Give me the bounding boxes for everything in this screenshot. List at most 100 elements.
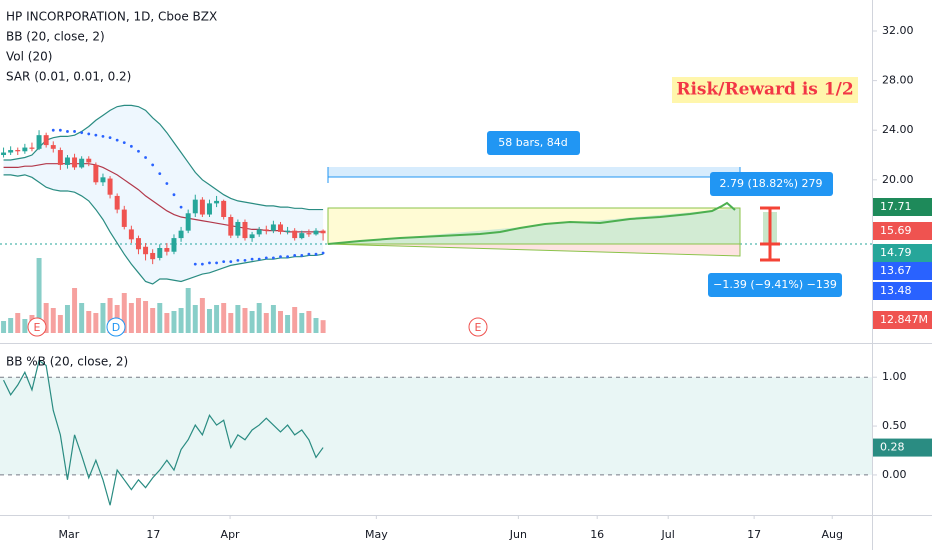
candle-body <box>36 135 42 149</box>
volume-bar <box>135 298 141 333</box>
sar-dot <box>222 260 226 264</box>
bb-line <box>3 104 324 211</box>
indicator-legend: Vol (20) <box>6 50 52 64</box>
bb-line <box>3 174 324 285</box>
volume-bar <box>221 303 227 333</box>
volume-bar <box>171 311 177 333</box>
candle-body <box>72 157 78 168</box>
volume-bar <box>214 305 220 333</box>
price-label-box <box>873 282 932 300</box>
sar-dot <box>236 259 240 262</box>
sar-dot <box>122 141 126 145</box>
candle-body <box>171 238 177 252</box>
sar-dot <box>66 130 69 133</box>
volume-bar <box>43 303 49 333</box>
y-tick-label: 28.00 <box>882 74 914 87</box>
annotation: Risk/Reward is 1/2 <box>676 80 853 100</box>
price-label-box <box>873 311 932 329</box>
volume-bar <box>270 305 276 333</box>
candle-body <box>320 230 326 234</box>
sar-dot <box>101 135 105 138</box>
volume-bar <box>313 318 319 333</box>
sar-dot <box>80 131 84 135</box>
price-label: 13.48 <box>880 284 912 297</box>
forecast-line <box>327 201 736 245</box>
volume-bar <box>320 320 326 333</box>
event-label: E <box>34 321 41 334</box>
sar-dot <box>87 132 91 136</box>
y-tick-label: 32.00 <box>882 24 914 37</box>
candle-body <box>164 248 170 252</box>
y-tick-label: 0.00 <box>882 468 907 481</box>
volume-bar <box>185 288 191 333</box>
sar-dot <box>264 256 268 260</box>
event-marker <box>468 317 488 337</box>
candle-body <box>121 209 127 227</box>
volume-bar <box>57 315 63 333</box>
volume-bar <box>36 258 42 333</box>
sar-dot <box>172 193 176 197</box>
candle-body <box>221 200 227 218</box>
candle-body <box>114 195 120 210</box>
sar-dot <box>314 252 318 256</box>
candle-body <box>249 234 255 239</box>
y-tick-label: 20.00 <box>882 173 914 186</box>
value-label: 0.28 <box>880 441 905 454</box>
sar-dot <box>300 254 304 257</box>
volume-bar <box>292 307 298 333</box>
candle-body <box>292 230 298 239</box>
bb-pb-line <box>3 359 324 506</box>
volume-bar <box>93 313 99 333</box>
sar-dot <box>129 144 133 148</box>
candle-body <box>313 230 319 235</box>
sar-dot <box>165 182 169 185</box>
sar-dot <box>179 205 183 209</box>
candle-body <box>192 199 198 214</box>
sar-dot <box>321 251 325 255</box>
candle-body <box>100 177 106 183</box>
candle-body <box>185 213 191 231</box>
price-label: 14.79 <box>880 246 912 259</box>
candle-body <box>214 200 220 204</box>
candle-body <box>278 224 283 232</box>
loss-box <box>708 273 842 297</box>
range-label: 58 bars, 84d <box>498 136 567 149</box>
sar-dot <box>307 252 311 256</box>
sar-dot <box>144 156 147 159</box>
sar-dot <box>137 149 140 153</box>
candle-body <box>270 224 276 231</box>
volume-bar <box>121 293 127 333</box>
candle-body <box>299 233 305 239</box>
sar-dot <box>200 262 204 266</box>
event-label: D <box>112 321 120 334</box>
volume-bar <box>263 313 269 333</box>
sar-dot <box>243 259 247 262</box>
price-label: 17.71 <box>880 200 912 213</box>
range-zone <box>328 167 740 177</box>
price-label-box <box>873 244 932 262</box>
candle-body <box>50 145 56 149</box>
candle-body <box>128 229 134 240</box>
candle-body <box>199 199 205 215</box>
event-marker <box>27 317 47 337</box>
candle-body <box>86 158 92 163</box>
sar-dot <box>158 172 162 176</box>
annotation-box <box>672 77 858 103</box>
sar-dot <box>279 255 282 259</box>
volume-bar <box>79 303 85 333</box>
chart-title: HP INCORPORATION, 1D, Cboe BZX <box>6 10 217 24</box>
sar-dot <box>208 261 211 265</box>
volume-bar <box>1 321 7 333</box>
volume-bar <box>235 305 241 333</box>
price-label-box <box>873 262 932 280</box>
candle-body <box>1 152 7 156</box>
candle-body <box>79 158 85 168</box>
sar-dot <box>271 256 275 260</box>
price-label: 13.67 <box>880 264 912 277</box>
volume-bar <box>299 313 305 333</box>
price-label: 15.69 <box>880 224 912 237</box>
candle-body <box>64 157 70 165</box>
price-label-box <box>873 222 932 240</box>
candle-body <box>263 229 269 231</box>
indicator-legend: BB (20, close, 2) <box>6 30 105 44</box>
